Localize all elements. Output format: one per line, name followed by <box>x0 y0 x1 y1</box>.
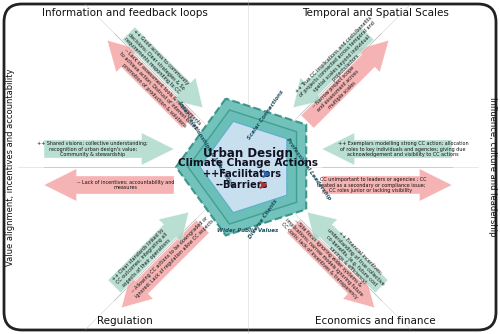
Text: -- Allowing CC actions to be downgraded or
ignored; Lack of regulation allow CC : -- Allowing CC actions to be downgraded … <box>130 215 214 299</box>
Text: Temporal and Spatial Scales: Temporal and Spatial Scales <box>302 8 448 18</box>
Text: ++ Good access to community
decisions; Clear strategies & So
requirements respon: ++ Good access to community decisions; C… <box>123 28 190 95</box>
Text: Inter-relationships & Integration: Inter-relationships & Integration <box>177 101 235 189</box>
Text: Climate Change Actions: Climate Change Actions <box>178 158 318 168</box>
FancyBboxPatch shape <box>4 4 496 330</box>
Text: -- CC unimportant to leaders or agencies ; CC
treated as a secondary or complian: -- CC unimportant to leaders or agencies… <box>315 177 426 193</box>
Text: --Barriers: --Barriers <box>216 180 268 190</box>
Polygon shape <box>122 27 202 108</box>
Text: -- Site focus ignoring wider systems &
implications; narrow models ignoring futu: -- Site focus ignoring wider systems & i… <box>280 213 368 301</box>
Polygon shape <box>301 40 388 128</box>
Text: Diverse Clients: Diverse Clients <box>248 198 278 239</box>
Text: ++Facilitators: ++Facilitators <box>203 169 281 179</box>
Text: Regulation: Regulation <box>97 316 153 326</box>
Polygon shape <box>188 110 296 224</box>
Text: Professional Leadership: Professional Leadership <box>284 137 332 201</box>
Text: -- Lack of assessment tools & requirements
to achieve action; Distrust of intere: -- Lack of assessment tools & requiremen… <box>114 47 202 135</box>
Polygon shape <box>176 99 306 235</box>
Polygon shape <box>322 169 452 201</box>
Text: Influence, culture and leadership: Influence, culture and leadership <box>488 97 496 237</box>
Text: ++ True CC implications and costs/benefits
of projects connected across temporal: ++ True CC implications and costs/benefi… <box>294 16 385 107</box>
Text: Economics and finance: Economics and finance <box>314 316 436 326</box>
Polygon shape <box>108 40 195 128</box>
Text: ++ Shared visions; collective understanding;
recognition of urban design's value: ++ Shared visions; collective understand… <box>38 141 148 157</box>
Polygon shape <box>200 121 287 213</box>
Text: ++ Clear standards linked to
CC outcomes; integrating all
aspects of their opera: ++ Clear standards linked to CC outcomes… <box>111 227 174 290</box>
Text: ++ Financial incentives;
understanding of true collective
co-benefits, (e.g. fut: ++ Financial incentives; understanding o… <box>318 223 390 294</box>
Text: Urban Design: Urban Design <box>203 147 293 160</box>
Polygon shape <box>44 133 174 165</box>
Text: Information and feedback loops: Information and feedback loops <box>42 8 208 18</box>
Polygon shape <box>44 169 174 201</box>
Polygon shape <box>108 212 188 293</box>
Polygon shape <box>287 220 374 308</box>
Polygon shape <box>322 133 452 165</box>
Text: Scalar Connections: Scalar Connections <box>247 90 285 141</box>
Text: Wider Public Values: Wider Public Values <box>218 228 278 233</box>
Polygon shape <box>122 220 209 308</box>
Text: ++ Exemplars modelling strong CC action; allocation
of roles to key individuals : ++ Exemplars modelling strong CC action;… <box>338 141 468 157</box>
Text: -- Lack of incentives; accountability and
measures: -- Lack of incentives; accountability an… <box>76 180 174 190</box>
Polygon shape <box>294 27 374 108</box>
Text: Value alignment, incentives and accountability: Value alignment, incentives and accounta… <box>6 68 15 266</box>
Polygon shape <box>308 212 388 293</box>
Text: -- Narrow project scope
and assessment across
multiple scales: -- Narrow project scope and assessment a… <box>312 65 364 117</box>
